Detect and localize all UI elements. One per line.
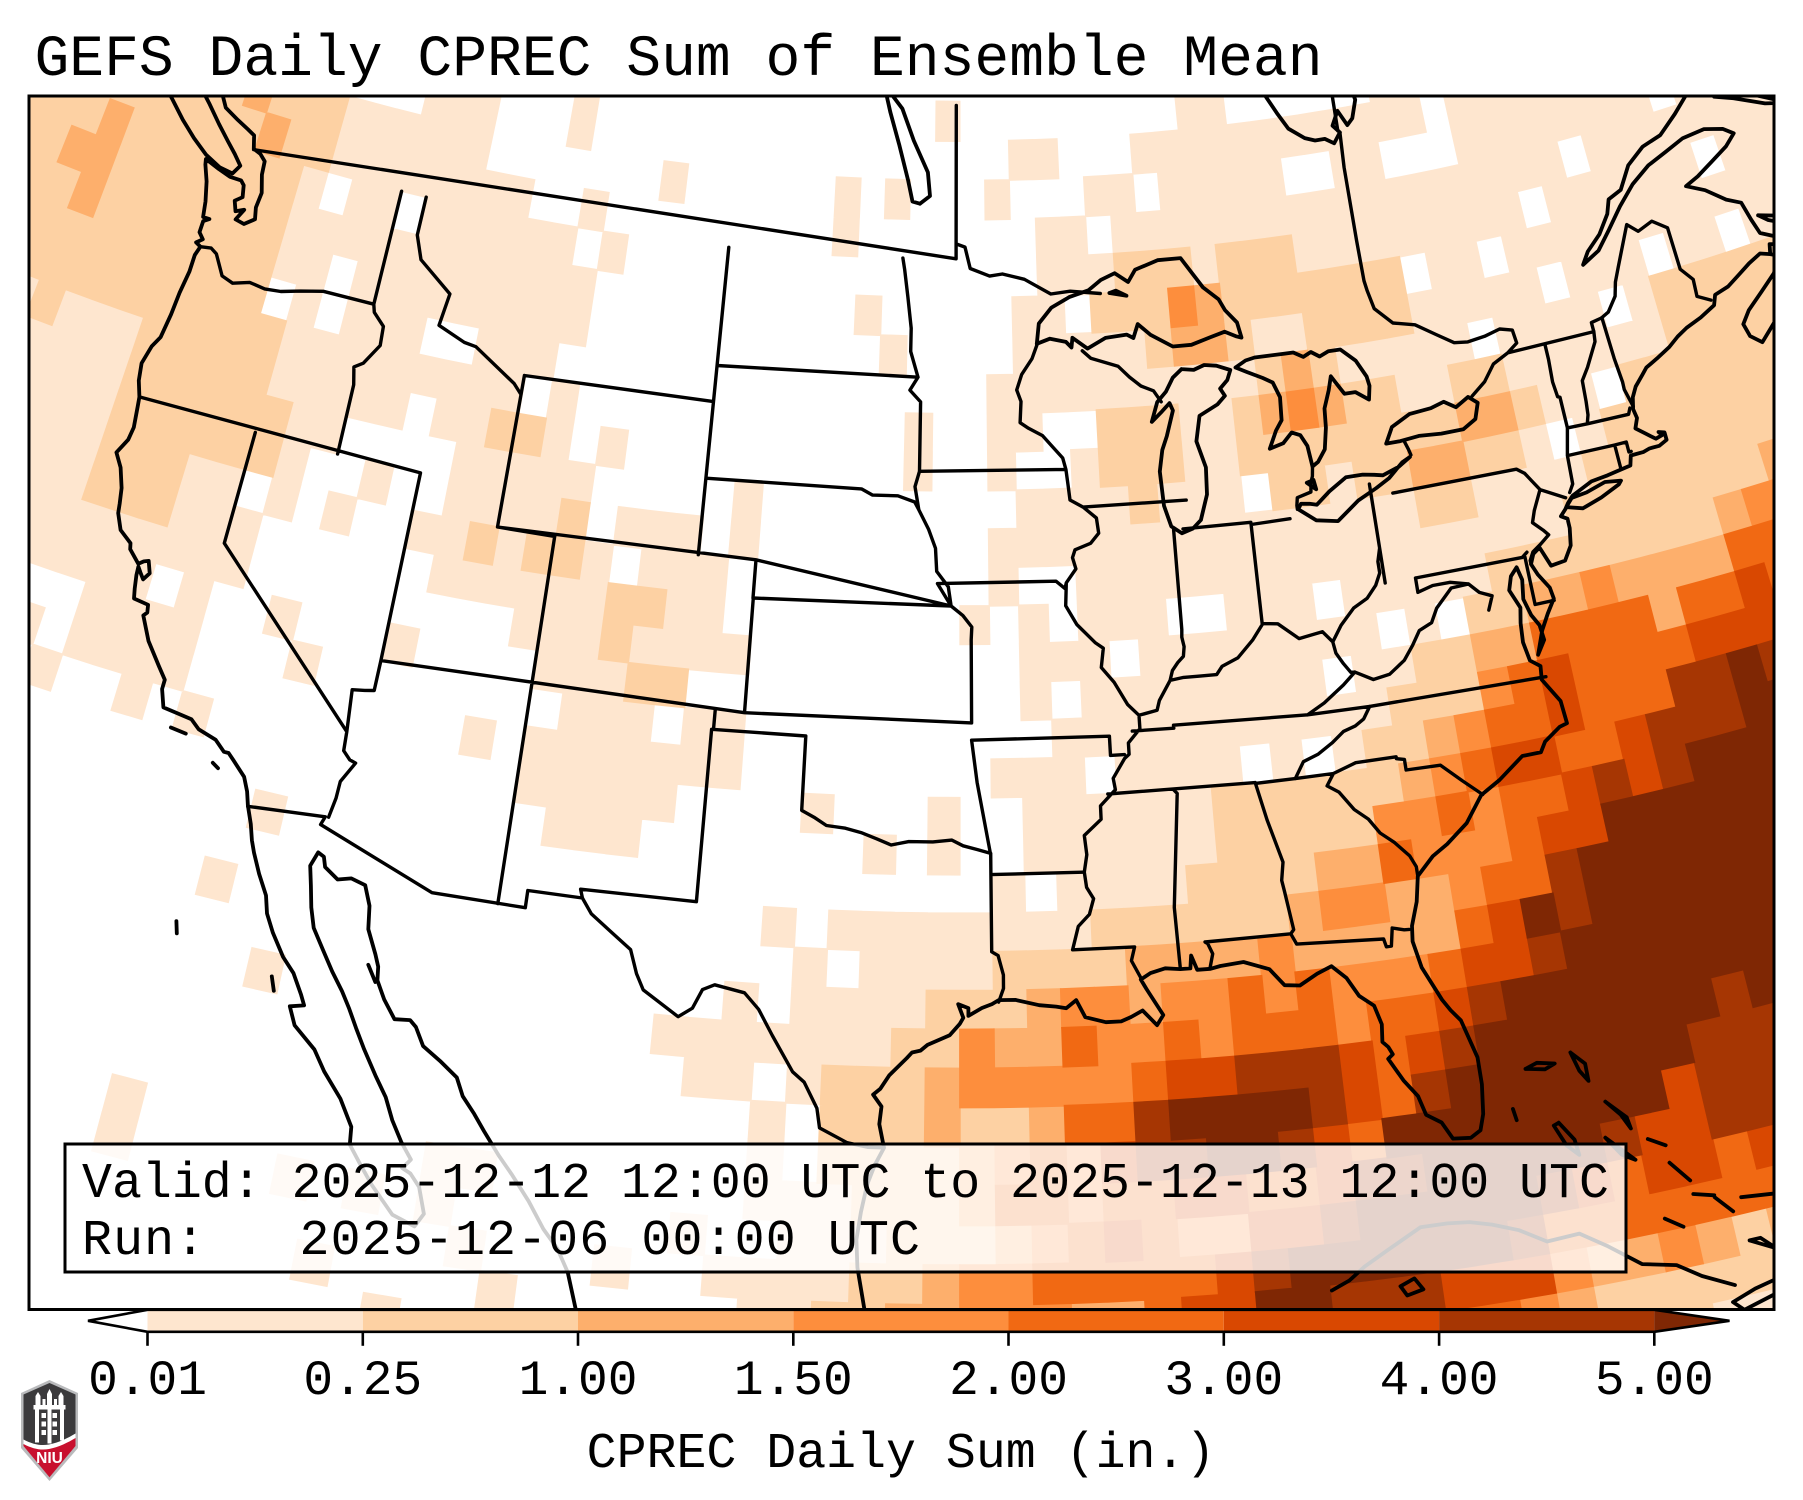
svg-text:CPREC Daily Sum (in.): CPREC Daily Sum (in.) xyxy=(587,1425,1216,1482)
svg-text:Valid: 2025-12-12 12:00 UTC to: Valid: 2025-12-12 12:00 UTC to 2025-12-1… xyxy=(82,1155,1609,1212)
svg-text:1.00: 1.00 xyxy=(519,1353,638,1409)
svg-text:1.50: 1.50 xyxy=(734,1353,853,1409)
svg-text:2.00: 2.00 xyxy=(949,1353,1068,1409)
svg-text:0.25: 0.25 xyxy=(303,1353,422,1409)
svg-text:Run: 2025-12-06 00:00 UTC: Run: 2025-12-06 00:00 UTC xyxy=(82,1212,920,1269)
svg-text:0.01: 0.01 xyxy=(88,1353,207,1409)
svg-text:GEFS Daily CPREC Sum of Ensemb: GEFS Daily CPREC Sum of Ensemble Mean xyxy=(35,28,1323,93)
svg-text:5.00: 5.00 xyxy=(1595,1353,1714,1409)
svg-text:3.00: 3.00 xyxy=(1164,1353,1283,1409)
svg-text:4.00: 4.00 xyxy=(1380,1353,1499,1409)
svg-text:NIU: NIU xyxy=(36,1450,63,1467)
